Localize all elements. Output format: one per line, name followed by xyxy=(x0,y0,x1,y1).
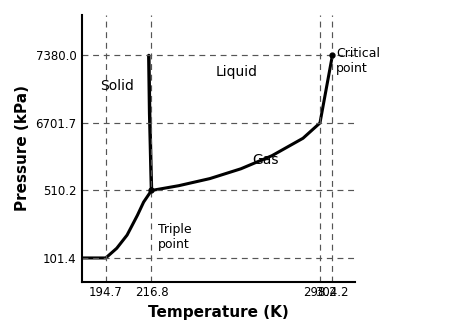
Text: Triple
point: Triple point xyxy=(158,223,192,251)
Text: Solid: Solid xyxy=(100,79,134,93)
Y-axis label: Pressure (kPa): Pressure (kPa) xyxy=(15,85,30,211)
Text: Critical
point: Critical point xyxy=(336,47,380,75)
Text: Gas: Gas xyxy=(253,153,279,167)
Text: Liquid: Liquid xyxy=(216,65,258,79)
X-axis label: Temperature (K): Temperature (K) xyxy=(148,305,289,320)
